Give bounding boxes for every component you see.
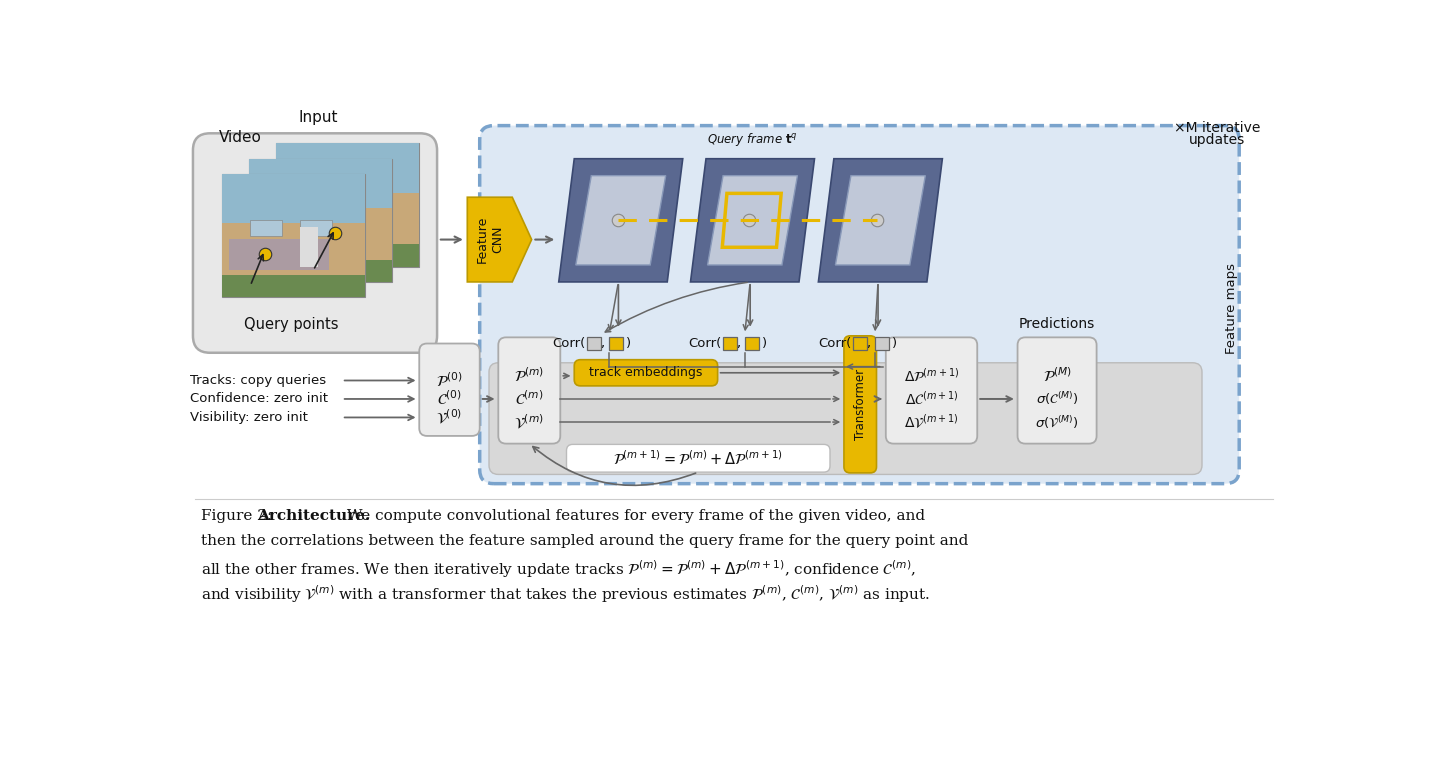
Polygon shape	[467, 197, 531, 282]
Text: Visibility: zero init: Visibility: zero init	[190, 411, 308, 424]
Text: ,: ,	[736, 337, 740, 350]
Text: all the other frames. We then iteratively update tracks $\mathcal{P}^{(m)} = \ma: all the other frames. We then iterativel…	[200, 559, 916, 580]
Bar	[875, 337, 889, 350]
Bar	[587, 337, 601, 350]
Bar	[249, 260, 392, 282]
Text: Feature
CNN: Feature CNN	[475, 216, 504, 263]
Bar	[229, 240, 329, 270]
Polygon shape	[818, 158, 942, 282]
Text: Query points: Query points	[243, 317, 338, 332]
Text: Architecture.: Architecture.	[258, 509, 371, 523]
Bar	[222, 174, 365, 224]
Text: then the correlations between the feature sampled around the query frame for the: then the correlations between the featur…	[200, 534, 968, 548]
Text: $\sigma(\mathcal{V}^{(M)})$: $\sigma(\mathcal{V}^{(M)})$	[1035, 414, 1078, 431]
FancyBboxPatch shape	[420, 343, 480, 436]
Text: $\mathcal{P}^{(m)}$: $\mathcal{P}^{(m)}$	[514, 367, 544, 385]
Text: $\sigma(\mathcal{C}^{(M)})$: $\sigma(\mathcal{C}^{(M)})$	[1035, 390, 1078, 407]
Bar	[256, 224, 357, 255]
Text: ,: ,	[866, 337, 871, 350]
Polygon shape	[576, 176, 666, 265]
Bar	[328, 205, 359, 221]
Bar	[301, 227, 318, 267]
Text: ×M iterative: ×M iterative	[1174, 121, 1260, 135]
Bar	[328, 211, 345, 251]
Text: and visibility $\mathcal{V}^{(m)}$ with a transformer that takes the previous es: and visibility $\mathcal{V}^{(m)}$ with …	[200, 583, 929, 605]
FancyBboxPatch shape	[1018, 337, 1097, 443]
Text: updates: updates	[1190, 133, 1246, 147]
FancyBboxPatch shape	[843, 336, 876, 473]
Text: Video: Video	[219, 130, 262, 146]
Bar	[301, 220, 332, 236]
Bar	[723, 337, 737, 350]
Bar	[276, 193, 420, 244]
Bar	[249, 208, 392, 260]
Bar	[251, 220, 282, 236]
FancyBboxPatch shape	[480, 126, 1239, 484]
Text: $\Delta\mathcal{P}^{(m+1)}$: $\Delta\mathcal{P}^{(m+1)}$	[904, 367, 959, 385]
Bar	[249, 158, 392, 208]
Text: $\mathcal{P}^{(M)}$: $\mathcal{P}^{(M)}$	[1042, 367, 1071, 385]
Bar	[355, 189, 387, 205]
Bar	[222, 224, 365, 275]
FancyBboxPatch shape	[498, 337, 560, 443]
FancyBboxPatch shape	[488, 363, 1201, 475]
Text: Corr(: Corr(	[689, 337, 722, 350]
Text: ): )	[762, 337, 768, 350]
Bar	[276, 143, 420, 193]
Bar	[853, 337, 868, 350]
Bar	[355, 196, 372, 236]
Bar	[276, 143, 420, 267]
Text: Figure 2:: Figure 2:	[200, 509, 276, 523]
Text: Corr(: Corr(	[819, 337, 852, 350]
FancyBboxPatch shape	[574, 360, 717, 386]
Bar	[278, 205, 309, 221]
Polygon shape	[707, 176, 798, 265]
Polygon shape	[835, 176, 925, 265]
Text: ,: ,	[600, 337, 604, 350]
Text: Predictions: Predictions	[1020, 317, 1095, 330]
Text: $\Delta\mathcal{V}^{(m+1)}$: $\Delta\mathcal{V}^{(m+1)}$	[904, 413, 959, 431]
Text: We compute convolutional features for every frame of the given video, and: We compute convolutional features for ev…	[342, 509, 925, 523]
FancyBboxPatch shape	[886, 337, 977, 443]
Bar	[249, 158, 392, 282]
Bar	[222, 275, 365, 297]
Polygon shape	[558, 158, 683, 282]
Text: $\mathcal{C}^{(0)}$: $\mathcal{C}^{(0)}$	[437, 390, 463, 409]
Bar	[284, 208, 384, 240]
Text: ): )	[892, 337, 896, 350]
Bar	[745, 337, 759, 350]
Bar	[305, 189, 337, 205]
Text: Feature maps: Feature maps	[1224, 263, 1237, 355]
Text: ): )	[626, 337, 632, 350]
Text: Tracks: copy queries: Tracks: copy queries	[190, 374, 326, 387]
Text: $\mathcal{P}^{(0)}$: $\mathcal{P}^{(0)}$	[437, 371, 463, 390]
Text: $\Delta\mathcal{C}^{(m+1)}$: $\Delta\mathcal{C}^{(m+1)}$	[905, 390, 958, 408]
Text: $\mathcal{P}^{(m+1)} = \mathcal{P}^{(m)} + \Delta\mathcal{P}^{(m+1)}$: $\mathcal{P}^{(m+1)} = \mathcal{P}^{(m)}…	[613, 449, 783, 468]
Text: Confidence: zero init: Confidence: zero init	[190, 393, 328, 406]
Text: Transformer: Transformer	[853, 369, 866, 440]
Text: Corr(: Corr(	[553, 337, 586, 350]
Polygon shape	[690, 158, 815, 282]
Bar	[276, 244, 420, 267]
Bar	[222, 174, 365, 297]
Bar	[609, 337, 623, 350]
Text: Input: Input	[299, 110, 338, 124]
Text: Query frame $\mathbf{t}^q$: Query frame $\mathbf{t}^q$	[707, 131, 798, 148]
Text: $\mathcal{V}^{(m)}$: $\mathcal{V}^{(m)}$	[514, 412, 544, 431]
Text: track embeddings: track embeddings	[589, 366, 702, 379]
FancyBboxPatch shape	[567, 444, 831, 472]
Text: $\mathcal{C}^{(m)}$: $\mathcal{C}^{(m)}$	[516, 390, 544, 409]
Text: $\mathcal{V}^{(0)}$: $\mathcal{V}^{(0)}$	[437, 408, 463, 427]
FancyBboxPatch shape	[193, 133, 437, 352]
